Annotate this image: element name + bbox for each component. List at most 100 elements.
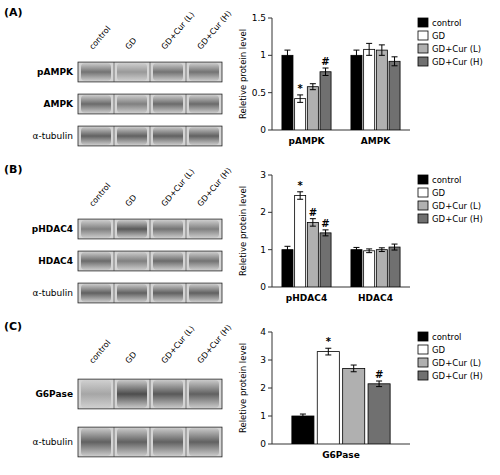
blot-band bbox=[153, 127, 183, 145]
legend-swatch bbox=[418, 57, 428, 66]
error-bar-cap bbox=[392, 244, 398, 245]
bar bbox=[376, 250, 387, 287]
lane-divider bbox=[114, 251, 115, 271]
lane-divider bbox=[114, 379, 115, 409]
y-axis-label: Reletive protein level bbox=[238, 186, 248, 276]
blot-band bbox=[153, 252, 183, 270]
blot-band bbox=[117, 284, 147, 302]
blot-band bbox=[189, 252, 219, 270]
error-bar bbox=[300, 414, 306, 418]
y-tick-label: 3 bbox=[260, 355, 266, 365]
blot-band bbox=[117, 127, 147, 145]
blot-band bbox=[117, 380, 147, 408]
bar bbox=[364, 49, 375, 130]
blot-border bbox=[78, 251, 222, 271]
row-label: G6Pase bbox=[35, 389, 73, 399]
error-bar-cap bbox=[392, 56, 398, 57]
error-bar-cap bbox=[366, 252, 372, 253]
error-bar-stem bbox=[381, 45, 382, 55]
panel-label: (C) bbox=[4, 320, 22, 333]
error-bar-cap bbox=[310, 89, 316, 90]
error-bar-cap bbox=[310, 83, 316, 84]
x-tick-label: HDAC4 bbox=[358, 293, 393, 303]
blot-band bbox=[81, 63, 111, 81]
lane-divider bbox=[150, 62, 151, 82]
error-bar-cap bbox=[284, 60, 290, 61]
error-bar-cap bbox=[284, 253, 290, 254]
blot-background bbox=[78, 251, 222, 271]
blot-background bbox=[78, 427, 222, 457]
significance-mark: * bbox=[326, 336, 332, 347]
lane-label: control bbox=[88, 24, 113, 51]
error-bar-stem bbox=[325, 230, 326, 236]
error-bar bbox=[351, 365, 357, 372]
blot-band bbox=[153, 63, 183, 81]
error-bar-cap bbox=[351, 365, 357, 366]
error-bar-cap bbox=[323, 75, 329, 76]
error-bar-stem bbox=[379, 381, 380, 387]
legend-swatch bbox=[418, 214, 428, 223]
error-bar bbox=[392, 57, 398, 66]
y-tick bbox=[268, 444, 272, 445]
blot-border bbox=[78, 283, 222, 303]
lane-divider bbox=[150, 94, 151, 114]
bar bbox=[351, 250, 362, 287]
bar bbox=[376, 50, 387, 130]
blot-border bbox=[78, 126, 222, 146]
lane-label: GD bbox=[124, 350, 139, 365]
error-bar-stem bbox=[356, 50, 357, 60]
error-bar-cap bbox=[379, 44, 385, 45]
error-bar-stem bbox=[356, 247, 357, 251]
blot-band bbox=[81, 95, 111, 113]
y-axis-label: Reletive protein level bbox=[238, 29, 248, 119]
error-bar bbox=[379, 45, 385, 55]
blot-band bbox=[81, 220, 111, 238]
legend-swatch bbox=[418, 188, 428, 197]
lane-label: GD+Cur (H) bbox=[196, 166, 234, 208]
blot-panel: (B)controlGDGD+Cur (L)GD+Cur (H)pHDAC4HD… bbox=[4, 163, 233, 303]
y-tick bbox=[268, 360, 272, 361]
error-bar-cap bbox=[379, 247, 385, 248]
blot-border bbox=[78, 94, 222, 114]
blot-band bbox=[117, 220, 147, 238]
y-tick bbox=[268, 287, 272, 288]
bar bbox=[320, 72, 331, 130]
blot-band bbox=[117, 428, 147, 456]
lane-divider bbox=[150, 126, 151, 146]
lane-divider bbox=[186, 94, 187, 114]
blot-panel: (A)controlGDGD+Cur (L)GD+Cur (H)pAMPKAMP… bbox=[4, 6, 233, 146]
bar bbox=[282, 250, 293, 287]
y-tick bbox=[268, 92, 272, 93]
error-bar-stem bbox=[287, 50, 288, 60]
error-bar bbox=[366, 43, 372, 55]
error-bar-cap bbox=[366, 43, 372, 44]
error-bar-cap bbox=[323, 235, 329, 236]
lane-divider bbox=[114, 126, 115, 146]
lane-label: control bbox=[88, 338, 113, 365]
error-bar-cap bbox=[353, 247, 359, 248]
error-bar bbox=[392, 244, 398, 250]
bar bbox=[320, 233, 331, 287]
legend-label: control bbox=[432, 18, 461, 28]
error-bar-stem bbox=[325, 68, 326, 75]
error-bar-stem bbox=[300, 95, 301, 102]
blot-band bbox=[189, 220, 219, 238]
blot-band bbox=[81, 252, 111, 270]
error-bar bbox=[297, 95, 303, 102]
error-bar bbox=[323, 230, 329, 236]
bar-panel: Reletive protein level00.511.5pAMPKAMPK*… bbox=[238, 13, 483, 146]
legend-label: GD bbox=[432, 188, 446, 198]
error-bar-cap bbox=[325, 354, 331, 355]
significance-mark: # bbox=[375, 369, 383, 380]
error-bar-cap bbox=[325, 348, 331, 349]
y-tick-label: 0 bbox=[260, 282, 266, 292]
x-tick-label: pHDAC4 bbox=[286, 293, 327, 303]
error-bar-cap bbox=[310, 226, 316, 227]
legend-swatch bbox=[418, 18, 428, 27]
lane-divider bbox=[150, 283, 151, 303]
blot-band bbox=[81, 284, 111, 302]
legend-label: control bbox=[432, 332, 461, 342]
lane-divider bbox=[150, 427, 151, 457]
error-bar-cap bbox=[379, 251, 385, 252]
blot-band bbox=[153, 284, 183, 302]
